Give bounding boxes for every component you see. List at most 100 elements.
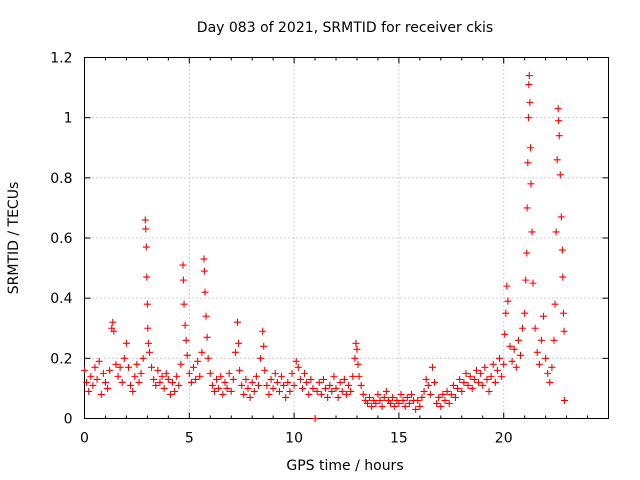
data-point (150, 375, 158, 383)
data-point (290, 381, 298, 389)
data-point (403, 393, 411, 401)
data-point (553, 156, 561, 164)
data-point (451, 393, 459, 401)
data-point (441, 396, 449, 404)
data-point (271, 369, 279, 377)
data-point (387, 399, 395, 407)
data-point (462, 369, 470, 377)
data-point (231, 348, 239, 356)
data-point (263, 381, 271, 389)
data-point (546, 378, 554, 386)
data-point (95, 357, 103, 365)
data-point (324, 393, 332, 401)
data-point (422, 375, 430, 383)
data-point (202, 312, 210, 320)
data-point (166, 390, 174, 398)
data-point (559, 309, 567, 317)
data-point (164, 375, 172, 383)
data-point (125, 363, 133, 371)
y-tick-label: 0.4 (50, 291, 72, 307)
data-point (522, 276, 530, 284)
data-point (475, 378, 483, 386)
data-point (118, 378, 126, 386)
data-point (428, 363, 436, 371)
data-point (93, 375, 101, 383)
data-point (556, 171, 564, 179)
data-point (557, 213, 565, 221)
data-point (175, 381, 183, 389)
data-point (555, 117, 563, 125)
data-point (514, 336, 522, 344)
data-point (389, 393, 397, 401)
data-point (91, 363, 99, 371)
data-point (468, 384, 476, 392)
data-point (282, 393, 290, 401)
data-point (366, 393, 374, 401)
chart-title: Day 083 of 2021, SRMTID for receiver cki… (197, 20, 493, 36)
data-point (526, 99, 534, 107)
data-point (307, 375, 315, 383)
data-point (493, 366, 501, 374)
data-point (351, 354, 359, 362)
data-point (160, 384, 168, 392)
data-point (535, 360, 543, 368)
data-point (273, 378, 281, 386)
data-point (83, 378, 91, 386)
data-point (363, 399, 371, 407)
data-point (487, 372, 495, 380)
data-point (192, 375, 200, 383)
data-point (407, 390, 415, 398)
data-point (114, 372, 122, 380)
data-point (309, 384, 317, 392)
data-point (338, 387, 346, 395)
data-point (352, 339, 360, 347)
data-point (122, 339, 130, 347)
data-point (269, 384, 277, 392)
data-point (213, 375, 221, 383)
data-point (244, 384, 252, 392)
data-point (559, 273, 567, 281)
data-point (472, 366, 480, 374)
data-points (81, 72, 568, 422)
data-point (278, 372, 286, 380)
data-point (131, 372, 139, 380)
x-tick-label: 20 (495, 431, 513, 447)
data-point (483, 375, 491, 383)
data-point (527, 180, 535, 188)
data-point (523, 204, 531, 212)
data-point (85, 387, 93, 395)
data-point (531, 324, 539, 332)
data-point (479, 381, 487, 389)
data-point (229, 375, 237, 383)
data-point (177, 360, 185, 368)
data-point (498, 372, 506, 380)
data-point (210, 387, 218, 395)
data-point (238, 381, 246, 389)
data-point (206, 369, 214, 377)
data-point (313, 387, 321, 395)
y-tick-label: 1.2 (50, 51, 72, 67)
data-point (143, 300, 151, 308)
data-point (328, 387, 336, 395)
data-point (215, 384, 223, 392)
data-point (485, 387, 493, 395)
data-point (236, 366, 244, 374)
x-tick-label: 15 (390, 431, 408, 447)
data-point (179, 276, 187, 284)
data-point (382, 387, 390, 395)
data-point (501, 330, 509, 338)
data-point (368, 402, 376, 410)
data-point (162, 369, 170, 377)
data-point (294, 363, 302, 371)
data-point (109, 318, 117, 326)
data-point (528, 228, 536, 236)
data-point (106, 366, 114, 374)
data-point (189, 363, 197, 371)
data-point (257, 354, 265, 362)
data-point (330, 372, 338, 380)
data-point (374, 390, 382, 398)
data-point (311, 415, 319, 422)
data-point (345, 381, 353, 389)
axis-ticks (84, 57, 609, 419)
data-point (301, 369, 309, 377)
